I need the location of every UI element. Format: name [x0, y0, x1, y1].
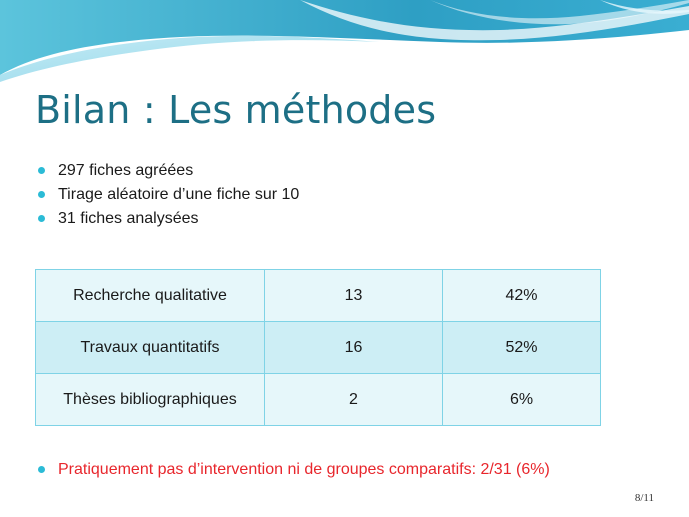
header-wave-decoration: [0, 0, 689, 82]
methods-table: Recherche qualitative 13 42% Travaux qua…: [35, 269, 601, 426]
bullet-dot-icon: [38, 215, 45, 222]
bullet-item: 297 fiches agréées: [38, 160, 299, 184]
bullet-dot-icon: [38, 167, 45, 174]
bullet-item: 31 fiches analysées: [38, 208, 299, 232]
conclusion-text: Pratiquement pas d’intervention ni de gr…: [58, 461, 550, 478]
table-row: Thèses bibliographiques 2 6%: [35, 373, 601, 426]
bullet-dot-icon: [38, 191, 45, 198]
bullet-text: 31 fiches analysées: [58, 210, 199, 227]
table-row: Recherche qualitative 13 42%: [35, 269, 601, 322]
table-cell-percent: 6%: [442, 373, 601, 426]
table-cell-count: 16: [264, 321, 443, 374]
bullet-dot-icon: [38, 466, 45, 473]
table-cell-count: 13: [264, 269, 443, 322]
table-cell-count: 2: [264, 373, 443, 426]
slide-title: Bilan : Les méthodes: [35, 88, 437, 132]
table-cell-percent: 42%: [442, 269, 601, 322]
bullet-list: 297 fiches agréées Tirage aléatoire d’un…: [38, 160, 299, 232]
bullet-item: Tirage aléatoire d’une fiche sur 10: [38, 184, 299, 208]
table-cell-percent: 52%: [442, 321, 601, 374]
table-cell-method: Travaux quantitatifs: [35, 321, 265, 374]
table-cell-method: Thèses bibliographiques: [35, 373, 265, 426]
table-cell-method: Recherche qualitative: [35, 269, 265, 322]
page-number: 8/11: [634, 492, 654, 504]
table-row: Travaux quantitatifs 16 52%: [35, 321, 601, 374]
conclusion-bullet: Pratiquement pas d’intervention ni de gr…: [38, 459, 550, 481]
bullet-text: Tirage aléatoire d’une fiche sur 10: [58, 186, 300, 203]
bullet-text: 297 fiches agréées: [58, 162, 194, 179]
